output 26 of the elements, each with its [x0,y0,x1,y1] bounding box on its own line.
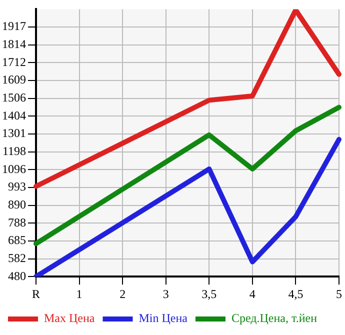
y-tick-label: 1712 [2,54,26,69]
y-tick-label: 1506 [2,90,26,105]
x-tick-label: R [32,286,40,301]
x-tick-label: 4 [249,286,256,301]
y-tick-label: 993 [8,180,26,194]
y-tick-label: 1096 [2,162,26,176]
y-tick-label: 1814 [2,37,26,52]
y-tick-label: 480 [8,268,26,283]
x-tick-label: 4,5 [288,286,304,301]
legend-label: Max Цена [44,311,96,326]
y-tick-label: 1404 [2,108,26,122]
x-tick-label: 2 [120,286,126,301]
y-tick-label: 890 [8,198,26,212]
y-tick-label: 1198 [2,144,26,158]
y-tick-label: 1609 [2,72,26,87]
y-tick-label: 1917 [2,19,26,34]
x-tick-label: 3 [162,286,169,301]
legend-label: Сред.Цена, т.йен [231,311,318,326]
legend-label: Min Цена [138,311,188,326]
y-tick-label: 582 [8,251,26,266]
x-tick-label: 5 [336,286,342,301]
y-tick-label: 788 [8,215,26,230]
y-tick-label: 685 [8,233,26,248]
x-tick-label: 1 [76,286,82,301]
y-tick-label: 1301 [2,126,26,140]
x-tick-label: 3,5 [202,286,217,301]
